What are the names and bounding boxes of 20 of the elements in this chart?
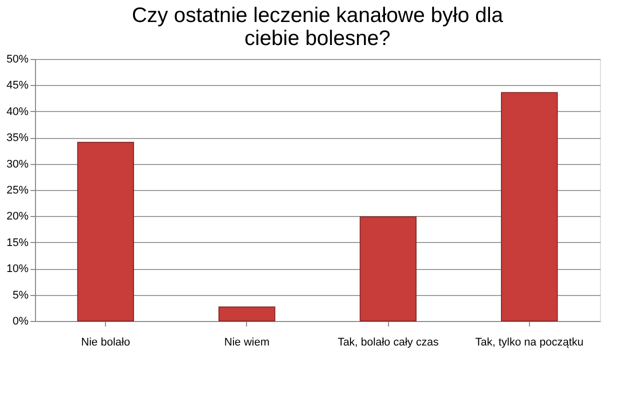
y-tick-label: 20%: [6, 210, 29, 223]
y-tick-label: 35%: [6, 132, 29, 144]
bar: [218, 306, 276, 322]
y-tick-label: 40%: [6, 106, 29, 118]
y-tick-label: 10%: [6, 263, 29, 276]
chart-title: Czy ostatnie leczenie kanałowe było dla ciebie bolesne?: [132, 4, 504, 50]
y-tick-label: 45%: [6, 80, 29, 92]
bar: [77, 142, 134, 322]
bar: [500, 92, 558, 322]
x-tick-label: Tak, bolało cały czas: [338, 336, 440, 348]
x-tick-label: Nie bolało: [81, 336, 130, 348]
y-tick-label: 50%: [6, 54, 29, 66]
y-tick-label: 15%: [6, 236, 29, 249]
x-tick-label: Tak, tylko na początku: [475, 336, 584, 348]
y-tick-label: 25%: [6, 184, 29, 196]
bar: [360, 216, 417, 322]
y-tick-label: 0%: [12, 316, 29, 328]
y-tick-label: 5%: [12, 289, 29, 302]
y-tick-label: 30%: [6, 158, 29, 170]
x-tick-label: Nie wiem: [224, 336, 270, 348]
